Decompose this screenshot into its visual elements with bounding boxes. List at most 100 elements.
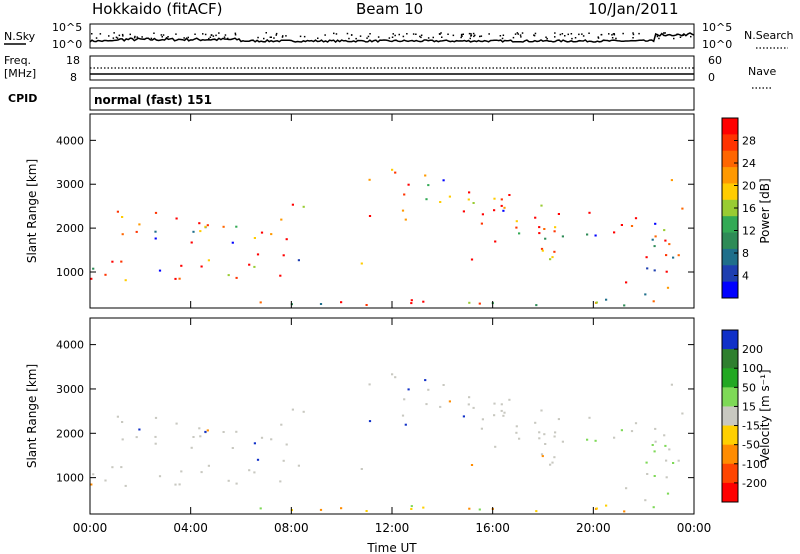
power-cell (665, 270, 668, 273)
noise-panel-frame (89, 23, 695, 49)
velocity-cell (138, 428, 141, 431)
nsearch-dot (95, 37, 98, 39)
power-cell (553, 250, 556, 253)
power-cell (493, 197, 496, 200)
nsearch-dot (516, 32, 519, 34)
power-colorbar-tick-label: 8 (742, 247, 749, 260)
nsearch-dot (545, 36, 547, 38)
beam-title: Beam 10 (356, 0, 424, 18)
power-cell (494, 240, 497, 243)
cpid-text: normal (fast) 151 (94, 93, 212, 107)
power-cell (549, 258, 552, 261)
power-cell (553, 230, 556, 233)
velocity-cell (515, 431, 518, 434)
power-cell (279, 274, 282, 277)
power-cell (235, 225, 238, 228)
nsearch-dot (187, 36, 189, 39)
power-cell (368, 178, 371, 181)
x-axis-label: Time UT (366, 541, 417, 554)
station-title: Hokkaido (fitACF) (92, 0, 223, 18)
power-cell (391, 168, 394, 171)
power-cell (199, 230, 202, 233)
power-colorbar-swatch (722, 216, 738, 234)
velocity-cell (394, 376, 397, 379)
nsearch-dot (270, 36, 272, 38)
velocity-cell (663, 434, 666, 437)
velocity-colorbar-tick-label: -100 (742, 458, 767, 471)
nsearch-dot (663, 32, 665, 34)
power-colorbar-swatch (722, 232, 738, 250)
velocity-cell (613, 436, 616, 439)
nsearch-dot (554, 32, 556, 34)
velocity-cell (120, 466, 123, 469)
power-cell (410, 302, 413, 305)
velocity-cell (319, 508, 323, 511)
velocity-cell (174, 483, 177, 486)
power-colorbar-tick-label: 20 (742, 180, 756, 193)
velocity-cell (270, 438, 273, 441)
velocity-cell (646, 473, 649, 475)
velocity-cell (158, 475, 162, 478)
velocity-cell (586, 438, 589, 441)
nsearch-dot (479, 35, 481, 38)
velocity-cell (410, 508, 413, 510)
power-cell (503, 206, 506, 209)
power-cell (403, 193, 406, 196)
power-ytick-label: 1000 (56, 266, 84, 279)
nsearch-dot (134, 35, 136, 38)
velocity-cell (515, 425, 518, 428)
velocity-cell (259, 507, 262, 510)
nsearch-dot (281, 36, 284, 38)
nsearch-dot (285, 35, 287, 37)
velocity-cell (340, 507, 343, 510)
velocity-cell (175, 422, 178, 425)
velocity-xtick-label: 16:00 (475, 521, 510, 535)
nsearch-dot (656, 35, 659, 38)
power-cell (340, 301, 343, 304)
nsearch-dot (150, 37, 153, 40)
velocity-cell (365, 510, 368, 512)
cpid-label: CPID (8, 92, 37, 105)
power-cell (204, 225, 207, 228)
velocity-cell (256, 458, 260, 461)
power-colorbar-tick-label: 16 (742, 202, 756, 215)
nsearch-dot (415, 33, 417, 35)
velocity-cell (554, 431, 557, 434)
power-colorbar-tick-label: 28 (742, 135, 756, 148)
nsearch-dot (567, 33, 569, 36)
power-cell (508, 194, 511, 196)
power-y-axis: 1000 2000 3000 4000 (56, 134, 694, 279)
nsearch-dot (613, 33, 615, 35)
power-cell (588, 211, 591, 214)
power-cell (200, 265, 203, 268)
nsearch-dot (209, 36, 212, 38)
nsearch-dot (452, 34, 455, 37)
power-cell (422, 300, 425, 303)
power-cell (90, 277, 93, 280)
power-cell (120, 260, 123, 263)
power-cell (538, 226, 541, 229)
velocity-cell (121, 421, 124, 423)
power-cell (480, 222, 483, 225)
noise-trace (89, 32, 695, 44)
velocity-cell (594, 439, 597, 442)
nsearch-dot (346, 32, 349, 35)
velocity-ylabel: Slant Range [km] (25, 364, 39, 468)
nsearch-dot (612, 33, 615, 35)
power-colorbar-swatch (722, 167, 738, 184)
power-cell (467, 198, 470, 201)
power-cell (180, 264, 183, 267)
nsearch-dot (440, 32, 442, 34)
nsearch-dot (223, 36, 226, 38)
power-cell (625, 281, 628, 284)
velocity-cell (285, 443, 288, 446)
velocity-cell (154, 442, 157, 445)
velocity-xtick-label: 00:00 (73, 521, 108, 535)
power-cell (551, 256, 554, 259)
power-cell (557, 213, 560, 215)
power-cell (646, 267, 649, 270)
nsearch-dot (394, 34, 396, 37)
nsearch-dot (392, 33, 394, 35)
power-cell (540, 247, 544, 250)
